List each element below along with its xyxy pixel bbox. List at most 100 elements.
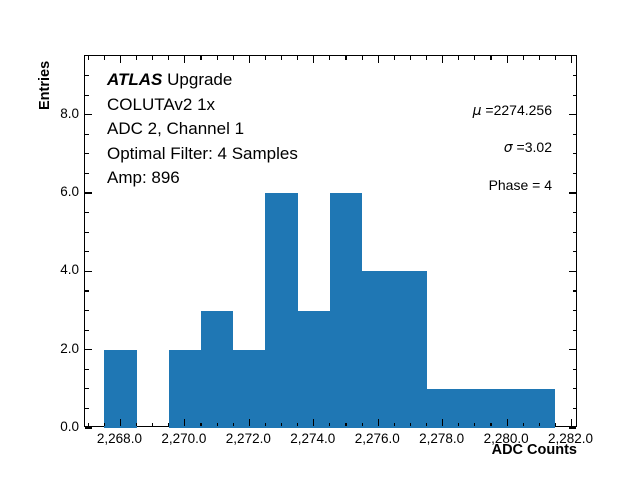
y-tick-label: 0.0 bbox=[60, 419, 79, 434]
x-axis-minor-tick bbox=[200, 422, 202, 426]
experiment-name: ATLAS bbox=[107, 70, 163, 89]
y-axis-minor-tick bbox=[85, 309, 89, 312]
x-axis-minor-tick bbox=[393, 56, 395, 60]
x-axis-major-tick bbox=[248, 56, 250, 63]
x-axis-minor-tick bbox=[232, 56, 234, 60]
x-axis-minor-tick bbox=[490, 422, 492, 426]
x-tick-label: 2,276.0 bbox=[354, 431, 400, 446]
x-axis-minor-tick bbox=[474, 56, 476, 60]
y-axis-minor-tick bbox=[572, 94, 576, 96]
x-axis-major-tick bbox=[248, 419, 250, 426]
x-axis-minor-tick bbox=[168, 56, 170, 60]
x-axis-minor-tick bbox=[361, 56, 363, 60]
x-axis-major-tick bbox=[506, 56, 508, 63]
y-axis-major-tick bbox=[85, 192, 92, 194]
x-axis-label: ADC Counts bbox=[491, 442, 577, 458]
x-tick-label: 2,280.0 bbox=[483, 431, 529, 446]
x-axis-major-tick bbox=[442, 419, 444, 426]
x-axis-major-tick bbox=[184, 56, 186, 63]
x-axis-major-tick bbox=[442, 56, 444, 63]
histogram-bar bbox=[362, 271, 395, 428]
y-axis-minor-tick bbox=[572, 212, 576, 214]
x-axis-minor-tick bbox=[554, 56, 557, 60]
x-axis-minor-tick bbox=[216, 422, 218, 426]
y-axis-minor-tick bbox=[85, 94, 89, 96]
x-tick-label: 2,272.0 bbox=[225, 431, 271, 446]
y-tick-label: 8.0 bbox=[60, 105, 79, 121]
x-axis-minor-tick bbox=[152, 56, 154, 60]
y-axis-minor-tick bbox=[572, 153, 576, 155]
x-axis-major-tick bbox=[184, 419, 186, 426]
ticks-layer bbox=[85, 56, 576, 429]
x-axis-minor-tick bbox=[103, 422, 105, 426]
x-axis-minor-tick bbox=[329, 422, 331, 426]
x-axis-minor-tick bbox=[200, 56, 202, 60]
phase-value: Phase = 4 bbox=[488, 177, 552, 193]
x-tick-label: 2,278.0 bbox=[419, 431, 465, 446]
x-axis-minor-tick bbox=[474, 422, 476, 426]
x-axis-minor-tick bbox=[280, 422, 283, 426]
x-axis-minor-tick bbox=[329, 56, 331, 60]
x-axis-minor-tick bbox=[361, 422, 363, 426]
x-axis-minor-tick bbox=[345, 56, 347, 60]
y-axis-major-tick bbox=[85, 349, 92, 351]
x-axis-minor-tick bbox=[135, 56, 138, 60]
y-axis-major-tick bbox=[569, 349, 576, 351]
histogram-bar bbox=[104, 349, 137, 428]
x-axis-major-tick bbox=[377, 419, 379, 426]
x-axis-minor-tick bbox=[554, 422, 557, 426]
x-tick-label: 2,270.0 bbox=[161, 431, 207, 446]
channel-line: ADC 2, Channel 1 bbox=[107, 119, 245, 138]
histogram-bar bbox=[523, 388, 556, 428]
histogram-bar bbox=[233, 349, 266, 428]
annotation-block: ATLAS Upgrade COLUTAv2 1x ADC 2, Channel… bbox=[107, 68, 298, 191]
x-axis-minor-tick bbox=[264, 422, 267, 426]
x-axis-minor-tick bbox=[522, 422, 524, 426]
x-axis-minor-tick bbox=[232, 422, 234, 426]
y-axis-minor-tick bbox=[85, 388, 89, 390]
x-tick-label: 2,274.0 bbox=[290, 431, 336, 446]
sigma-value: =3.02 bbox=[512, 139, 552, 155]
stat-mu: μ =2274.256 bbox=[473, 102, 552, 119]
y-axis-minor-tick bbox=[85, 407, 89, 409]
x-axis-minor-tick bbox=[103, 56, 105, 60]
y-axis-minor-tick bbox=[85, 153, 89, 155]
x-axis-major-tick bbox=[377, 56, 379, 63]
y-axis-minor-tick bbox=[572, 388, 576, 390]
amp-line: Amp: 896 bbox=[107, 168, 180, 187]
y-tick-label: 4.0 bbox=[60, 262, 79, 278]
y-axis-minor-tick bbox=[85, 368, 89, 370]
y-axis-major-tick bbox=[85, 427, 92, 429]
x-axis-minor-tick bbox=[87, 56, 89, 60]
y-axis-minor-tick bbox=[572, 251, 576, 253]
experiment-suffix: Upgrade bbox=[162, 70, 233, 89]
y-axis-label: Entries bbox=[37, 60, 53, 110]
y-axis-major-tick bbox=[569, 270, 576, 272]
x-axis-minor-tick bbox=[522, 56, 524, 60]
x-axis-major-tick bbox=[570, 56, 573, 63]
mu-symbol: μ bbox=[472, 103, 482, 119]
mu-value: =2274.256 bbox=[481, 102, 552, 118]
x-tick-label: 2,268.0 bbox=[96, 431, 142, 446]
histogram-bar bbox=[265, 193, 298, 428]
x-axis-major-tick bbox=[119, 56, 122, 63]
x-axis-minor-tick bbox=[280, 56, 283, 60]
y-axis-minor-tick bbox=[85, 172, 89, 175]
x-axis-minor-tick bbox=[490, 56, 492, 60]
x-axis-major-tick bbox=[119, 419, 122, 426]
x-axis-minor-tick bbox=[168, 422, 170, 426]
x-axis-minor-tick bbox=[425, 56, 428, 60]
x-axis-minor-tick bbox=[152, 422, 154, 426]
y-axis-minor-tick bbox=[85, 74, 89, 77]
y-axis-minor-tick bbox=[572, 368, 576, 370]
plot-area bbox=[84, 55, 577, 429]
sigma-symbol: σ bbox=[503, 140, 513, 156]
x-axis-minor-tick bbox=[135, 422, 138, 426]
x-axis-minor-tick bbox=[425, 422, 428, 426]
y-axis-major-tick bbox=[569, 192, 576, 194]
y-axis-minor-tick bbox=[85, 231, 89, 233]
x-axis-minor-tick bbox=[458, 422, 460, 426]
x-axis-minor-tick bbox=[409, 422, 412, 426]
x-axis-minor-tick bbox=[264, 56, 267, 60]
